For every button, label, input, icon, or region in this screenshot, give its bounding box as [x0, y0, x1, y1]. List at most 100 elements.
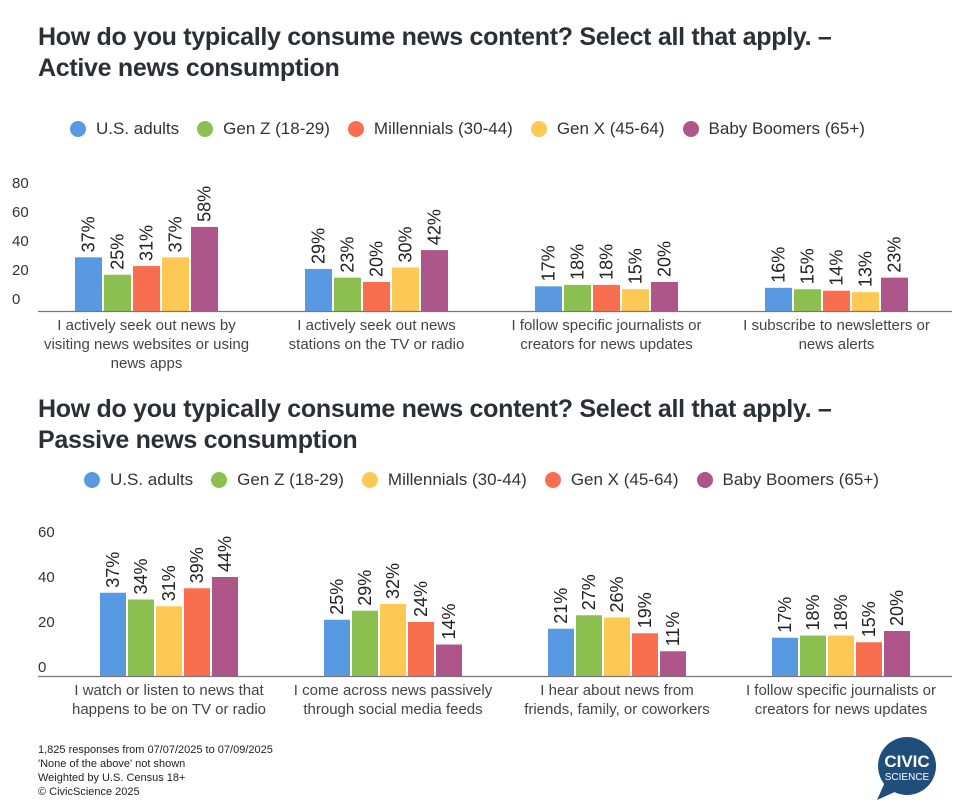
legend-item: Millennials (30-44) — [347, 119, 513, 139]
chart-1-plot: 0 20 40 60 80 37% 25% 31% 37% 58% I actively seek … — [12, 175, 952, 372]
bar — [828, 635, 854, 676]
legend-label: Baby Boomers (65+) — [708, 119, 865, 138]
bar — [380, 604, 406, 676]
bar-value-label: 42% — [425, 209, 445, 245]
bar — [392, 267, 419, 311]
bar-value-label: 21% — [551, 588, 571, 624]
chart-2-title-line-2: Passive news consumption — [38, 426, 358, 454]
bar — [324, 619, 350, 676]
bar — [576, 615, 602, 676]
legend-item: Gen Z (18-29) — [211, 470, 344, 490]
bar — [800, 635, 826, 676]
x-category-label: I watch or listen to news that happens to… — [72, 682, 266, 718]
bar — [156, 606, 182, 676]
bar — [852, 292, 879, 311]
bar — [651, 282, 678, 311]
bar — [548, 628, 574, 676]
bar-value-label: 58% — [195, 186, 215, 222]
bar-value-label: 44% — [215, 536, 235, 572]
x-category-label-line: news apps — [111, 355, 183, 372]
bar — [436, 644, 462, 676]
legend-label: U.S. adults — [110, 470, 194, 489]
legend-label: U.S. adults — [96, 119, 180, 138]
bar-value-label: 19% — [635, 592, 655, 628]
x-category-label-line: news alerts — [799, 336, 875, 353]
legend-label: Gen Z (18-29) — [237, 470, 344, 489]
bar — [212, 577, 238, 676]
legend-item: Gen Z (18-29) — [197, 119, 330, 139]
legend-swatch — [361, 472, 378, 488]
bar-value-label: 20% — [655, 241, 675, 277]
bar — [421, 250, 448, 311]
legend-swatch — [84, 472, 100, 488]
bar-value-label: 20% — [367, 241, 387, 277]
x-category-label: I subscribe to newsletters or news alerts — [743, 317, 930, 353]
bar — [772, 637, 798, 676]
x-category-label-line: creators for news updates — [755, 701, 928, 718]
legend-item: Baby Boomers (65+) — [682, 119, 865, 139]
bar — [334, 277, 361, 311]
legend-swatch — [682, 121, 699, 137]
legend-label: Baby Boomers (65+) — [722, 470, 879, 489]
bar — [856, 642, 882, 676]
bar-value-label: 34% — [131, 558, 151, 594]
x-category-label-line: I hear about news from — [540, 682, 693, 699]
logo-text-science: SCIENCE — [885, 772, 930, 783]
bar-value-label: 23% — [338, 237, 358, 273]
chart-1-title: How do you typically consume news conten… — [38, 22, 832, 84]
chart-1-title-line-1: How do you typically consume news conten… — [38, 23, 832, 51]
bar-value-label: 18% — [803, 594, 823, 630]
bar-value-label: 26% — [607, 576, 627, 612]
civicscience-logo: CIVIC SCIENCE — [877, 737, 936, 800]
bar — [823, 290, 850, 311]
bar — [184, 588, 210, 676]
bar-value-label: 17% — [539, 245, 559, 281]
x-category-label-line: I watch or listen to news that — [74, 682, 264, 699]
bar — [104, 274, 131, 311]
bar — [660, 651, 686, 676]
x-category-label-line: I follow specific journalists or — [511, 317, 701, 334]
footer-notes: 1,825 responses from 07/07/2025 to 07/09… — [38, 743, 273, 799]
y-tick-label: 20 — [38, 614, 55, 631]
bar-value-label: 27% — [579, 574, 599, 610]
x-category-label: I follow specific journalists or creators… — [746, 682, 936, 718]
legend-label: Millennials (30-44) — [387, 470, 527, 489]
legend-swatch — [197, 121, 214, 137]
x-category-label: I actively seek out news by visiting news… — [44, 317, 249, 372]
x-category-label-line: I follow specific journalists or — [746, 682, 936, 699]
legend-item: U.S. adults — [70, 119, 179, 139]
bar — [191, 226, 218, 311]
bar — [794, 289, 821, 311]
y-tick-label: 60 — [38, 524, 55, 541]
bar — [133, 266, 160, 311]
y-tick-label: 80 — [12, 175, 29, 192]
bar-value-label: 15% — [859, 601, 879, 637]
chart-2-plot: 0 20 40 60 37% 34% 31% 39% 44% I watch or listen … — [38, 524, 952, 718]
footer-line: © CivicScience 2025 — [38, 786, 140, 798]
bar-value-label: 23% — [885, 237, 905, 273]
chart-1-title-line-2: Active news consumption — [38, 54, 340, 82]
bar — [535, 286, 562, 311]
legend-item: U.S. adults — [84, 470, 193, 490]
bar — [352, 610, 378, 676]
chart-1-legend: U.S. adults Gen Z (18-29) Millennials (30-… — [70, 119, 883, 139]
x-category-label-line: stations on the TV or radio — [289, 336, 465, 353]
bar-value-label: 14% — [827, 250, 847, 286]
legend-swatch — [544, 472, 561, 488]
bar-value-label: 25% — [327, 579, 347, 615]
bar-value-label: 17% — [775, 597, 795, 633]
x-category-label-line: creators for news updates — [520, 336, 693, 353]
bar-value-label: 25% — [108, 234, 128, 270]
bar-value-label: 37% — [103, 552, 123, 588]
chart-2-title: How do you typically consume news conten… — [38, 394, 832, 456]
bar-value-label: 14% — [439, 603, 459, 639]
bar-value-label: 11% — [663, 612, 683, 647]
bar — [100, 592, 126, 676]
bar — [881, 277, 908, 311]
x-category-label-line: I come across news passively — [294, 682, 493, 699]
legend-item: Baby Boomers (65+) — [696, 470, 879, 490]
bar — [765, 287, 792, 311]
bar — [363, 282, 390, 311]
chart-2-legend: U.S. adults Gen Z (18-29) Millennials (30-… — [84, 470, 897, 490]
legend-swatch — [696, 472, 713, 488]
